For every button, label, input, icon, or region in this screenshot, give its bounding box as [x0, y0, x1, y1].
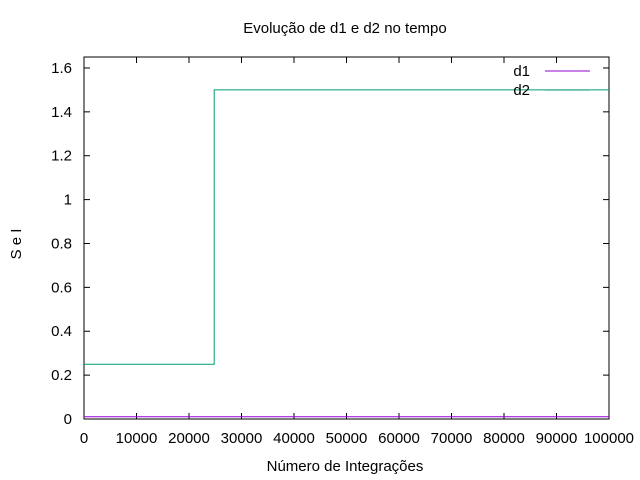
x-tick-label: 20000 — [168, 430, 210, 447]
x-tick-label: 100000 — [584, 430, 634, 447]
plot-area: 0 10000 20000 30000 40000 50000 60000 70000 8000… — [51, 56, 634, 447]
y-tick-label: 1.6 — [51, 60, 72, 77]
chart-title: Evolução de d1 e d2 no tempo — [243, 20, 446, 37]
x-tick-label: 0 — [80, 430, 88, 447]
y-tick-label: 1.4 — [51, 104, 72, 121]
x-tick-label: 50000 — [326, 430, 368, 447]
series-line-d2 — [84, 89, 609, 365]
x-tick-label: 80000 — [483, 430, 525, 447]
legend-label-d1: d1 — [513, 63, 530, 80]
x-tick-label: 30000 — [221, 430, 263, 447]
y-tick-label: 0 — [64, 411, 72, 428]
y-tick-label: 0.8 — [51, 235, 72, 252]
y-tick-label: 0.4 — [51, 323, 72, 340]
x-tick-label: 90000 — [536, 430, 578, 447]
x-tick-label: 70000 — [431, 430, 473, 447]
x-tick-label: 40000 — [273, 430, 315, 447]
x-axis-label: Número de Integrações — [267, 458, 424, 475]
x-tick-label: 60000 — [378, 430, 420, 447]
y-axis-label: S e I — [8, 229, 25, 260]
y-tick-label: 1 — [64, 192, 72, 209]
y-tick-label: 0.2 — [51, 367, 72, 384]
x-tick-label: 10000 — [116, 430, 158, 447]
y-tick-label: 0.6 — [51, 279, 72, 296]
legend-label-d2: d2 — [513, 82, 530, 99]
y-tick-label: 1.2 — [51, 148, 72, 165]
